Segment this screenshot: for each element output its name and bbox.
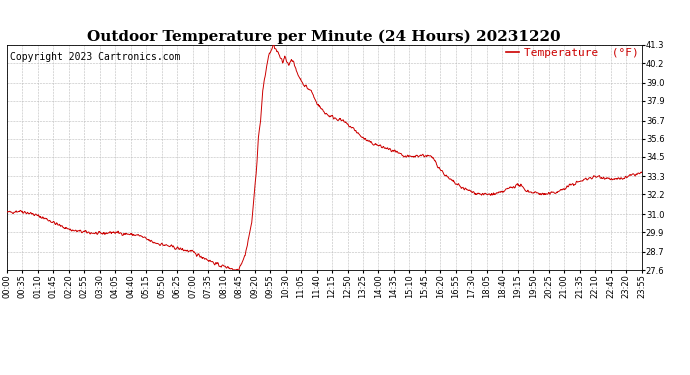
Legend: Temperature  (°F): Temperature (°F) [506,48,638,58]
Title: Outdoor Temperature per Minute (24 Hours) 20231220: Outdoor Temperature per Minute (24 Hours… [88,30,561,44]
Text: Copyright 2023 Cartronics.com: Copyright 2023 Cartronics.com [10,52,181,62]
